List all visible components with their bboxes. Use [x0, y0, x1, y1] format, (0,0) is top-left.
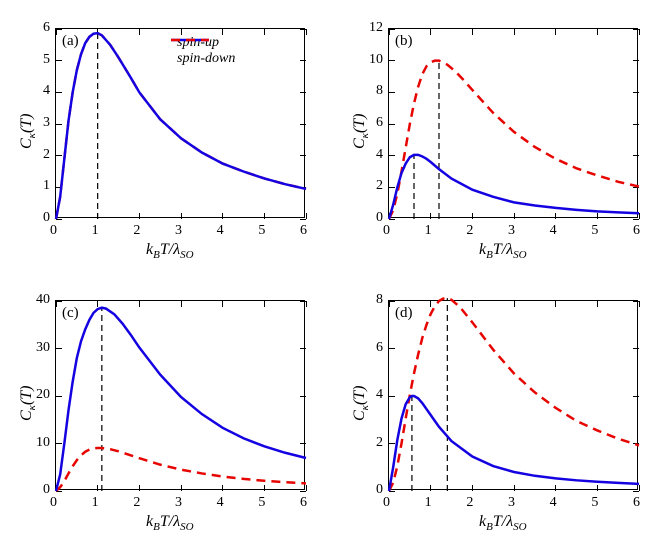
xtick-label: 4 [550, 223, 557, 239]
panel-tag-c: (c) [62, 305, 79, 322]
curve-spin-down [389, 298, 639, 491]
xtick-label: 1 [92, 223, 99, 239]
ytick-label: 5 [38, 52, 50, 68]
xtick-label: 5 [591, 495, 598, 511]
xtick-label: 0 [383, 223, 390, 239]
panel-tag-d: (d) [395, 305, 413, 322]
curve-spin-up [56, 308, 306, 491]
xtick-label: 3 [175, 495, 182, 511]
figure-grid: 01234560123456(a)spin-upspin-downkBT/λSO… [0, 0, 661, 549]
curve-spin-down [56, 448, 306, 491]
y-axis-label: Cκ(T) [18, 385, 38, 421]
xtick-label: 2 [133, 495, 140, 511]
y-axis-label: Cκ(T) [351, 113, 371, 149]
y-axis-label: Cκ(T) [351, 385, 371, 421]
xtick-label: 2 [133, 223, 140, 239]
curve-spin-up [389, 155, 639, 219]
ytick-label: 6 [371, 340, 383, 356]
xtick-label: 5 [258, 495, 265, 511]
ytick-label: 8 [371, 292, 383, 308]
panel-tag-b: (b) [395, 33, 413, 50]
xtick-label: 3 [175, 223, 182, 239]
plot-area-b: 0123456024681012(b)kBT/λSOCκ(T) [388, 28, 638, 218]
xtick-label: 6 [300, 495, 307, 511]
xtick-label: 4 [217, 223, 224, 239]
x-axis-label: kBT/λSO [146, 241, 194, 261]
ytick-label: 1 [38, 178, 50, 194]
ytick-label: 40 [30, 292, 50, 308]
ytick-label: 2 [371, 435, 383, 451]
ytick-label: 12 [363, 20, 383, 36]
ytick-label: 0 [371, 210, 383, 226]
y-axis-label: Cκ(T) [18, 113, 38, 149]
plot-area-a: 01234560123456(a)spin-upspin-downkBT/λSO… [55, 28, 305, 218]
ytick-label: 8 [371, 83, 383, 99]
ytick-label: 6 [38, 20, 50, 36]
xtick-label: 3 [508, 223, 515, 239]
xtick-label: 2 [466, 495, 473, 511]
xtick-label: 6 [633, 223, 640, 239]
xtick-label: 6 [300, 223, 307, 239]
xtick-label: 1 [92, 495, 99, 511]
xtick-label: 2 [466, 223, 473, 239]
xtick-label: 4 [550, 495, 557, 511]
xtick-label: 1 [425, 223, 432, 239]
xtick-label: 0 [50, 495, 57, 511]
legend-label: spin-down [177, 51, 235, 66]
xtick-label: 5 [591, 223, 598, 239]
panel-tag-a: (a) [62, 33, 79, 50]
x-axis-label: kBT/λSO [479, 513, 527, 533]
xtick-label: 0 [50, 223, 57, 239]
plot-area-d: 012345602468(d)kBT/λSOCκ(T) [388, 300, 638, 490]
ytick-label: 4 [38, 83, 50, 99]
xtick-label: 3 [508, 495, 515, 511]
ytick-label: 0 [38, 210, 50, 226]
xtick-label: 0 [383, 495, 390, 511]
ytick-label: 3 [38, 115, 50, 131]
xtick-label: 6 [633, 495, 640, 511]
curve-spin-up [389, 396, 639, 491]
x-axis-label: kBT/λSO [479, 241, 527, 261]
xtick-label: 1 [425, 495, 432, 511]
ytick-label: 30 [30, 340, 50, 356]
ytick-label: 2 [38, 147, 50, 163]
ytick-label: 0 [371, 482, 383, 498]
ytick-label: 0 [38, 482, 50, 498]
plot-area-c: 0123456010203040(c)kBT/λSOCκ(T) [55, 300, 305, 490]
xtick-label: 4 [217, 495, 224, 511]
legend: spin-upspin-down [171, 35, 296, 67]
ytick-label: 10 [30, 435, 50, 451]
curve-spin-down [389, 61, 639, 219]
ytick-label: 10 [363, 52, 383, 68]
ytick-label: 4 [371, 387, 383, 403]
ytick-label: 6 [371, 115, 383, 131]
xtick-label: 5 [258, 223, 265, 239]
ytick-label: 4 [371, 147, 383, 163]
ytick-label: 2 [371, 178, 383, 194]
x-axis-label: kBT/λSO [146, 513, 194, 533]
